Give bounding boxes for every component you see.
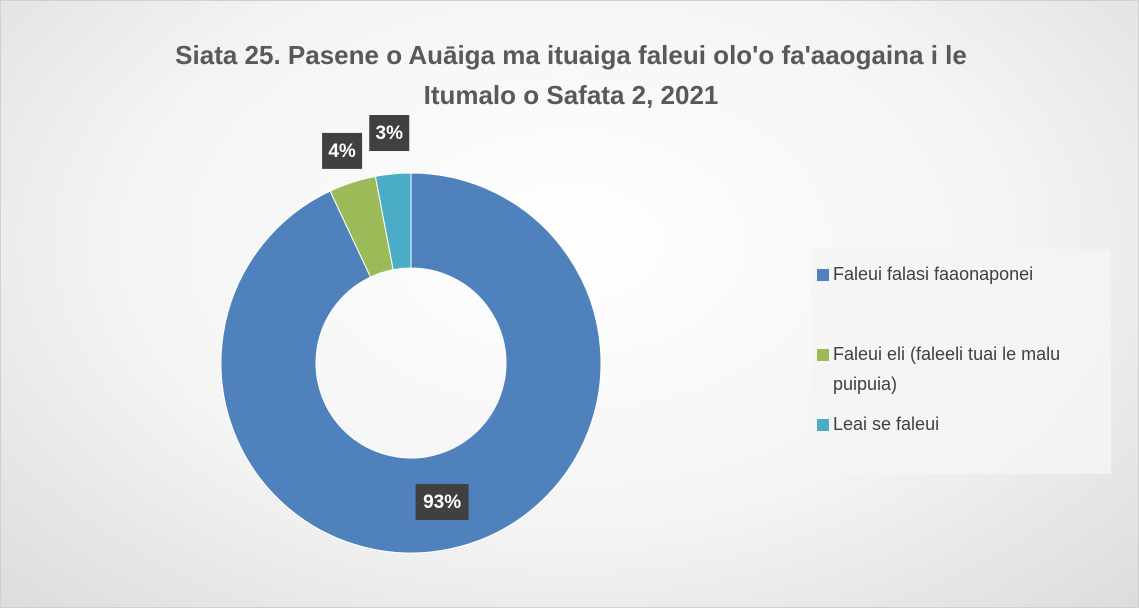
data-label-box [322,132,363,169]
legend-label: Faleui eli (faleeli tuai le malu puipuia… [833,344,1061,394]
legend-label: Faleui falasi faaonaponei [833,264,1034,284]
legend: Faleui falasi faaonaponei Faleui eli (fal… [811,249,1111,474]
legend-item: Faleui falasi faaonaponei [811,259,1103,289]
donut-slice [374,172,412,271]
legend-item: Faleui eli (faleeli tuai le malu puipuia… [811,339,1103,399]
data-label: 3% [376,123,404,144]
data-label: 93% [423,492,461,513]
legend-label: Leai se faleui [833,414,940,434]
donut-slice [220,172,602,554]
chart-title: Siata 25. Pasene o Auāiga ma ituaiga fal… [175,40,967,110]
data-label: 4% [328,141,356,162]
legend-swatch [817,349,829,361]
data-label-box [369,115,410,152]
data-label-box [415,484,469,521]
legend-swatch [817,419,829,431]
legend-swatch [817,269,829,281]
legend-item: Leai se faleui [811,409,1103,439]
